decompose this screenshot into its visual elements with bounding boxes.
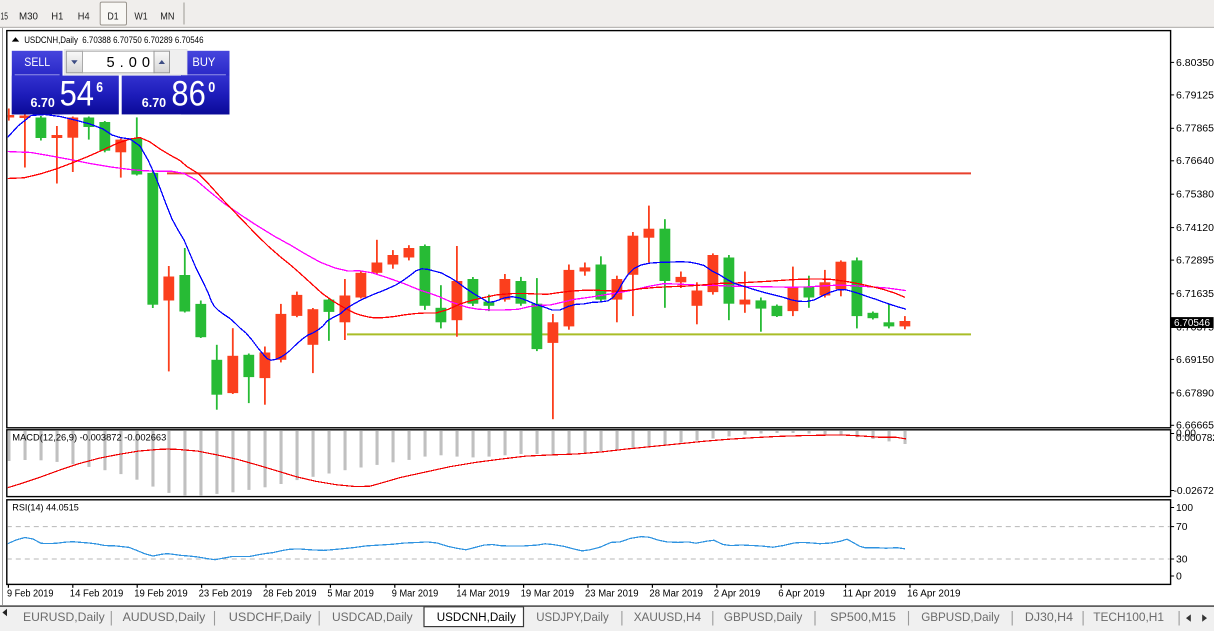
svg-text:23 Mar 2019: 23 Mar 2019 (585, 588, 639, 599)
svg-text:GBPUSD,Daily: GBPUSD,Daily (921, 610, 1000, 624)
svg-text:6.79125: 6.79125 (1176, 90, 1214, 101)
svg-text:0.00: 0.00 (1176, 429, 1197, 440)
svg-text:H1: H1 (51, 11, 63, 23)
svg-text:6.75380: 6.75380 (1176, 190, 1214, 201)
svg-text:USDCHF,Daily: USDCHF,Daily (229, 610, 313, 624)
svg-text:6.71635: 6.71635 (1176, 289, 1214, 300)
svg-text:23 Feb 2019: 23 Feb 2019 (199, 588, 253, 599)
svg-text:MACD(12,26,9) -0.003872 -0.002: MACD(12,26,9) -0.003872 -0.002663 (12, 432, 166, 443)
svg-text:86: 86 (171, 73, 205, 113)
svg-text:6.70: 6.70 (31, 95, 55, 110)
svg-text:6.76640: 6.76640 (1176, 156, 1214, 167)
svg-text:0: 0 (1176, 571, 1182, 582)
svg-text:SP500,M15: SP500,M15 (830, 610, 896, 624)
svg-text:15: 15 (1, 11, 8, 23)
svg-text:D1: D1 (108, 11, 119, 23)
svg-text:9 Mar 2019: 9 Mar 2019 (392, 588, 439, 599)
svg-text:EURUSD,Daily: EURUSD,Daily (23, 610, 106, 624)
svg-text:6.70: 6.70 (142, 95, 166, 110)
svg-text:USDCAD,Daily: USDCAD,Daily (332, 610, 414, 624)
svg-text:MN: MN (160, 11, 174, 23)
svg-text:W1: W1 (134, 11, 147, 23)
svg-text:USDJPY,Daily: USDJPY,Daily (536, 610, 609, 624)
svg-text:TECH100,H1: TECH100,H1 (1093, 610, 1164, 624)
svg-text:6 Apr 2019: 6 Apr 2019 (778, 588, 825, 599)
svg-text:0.000782: 0.000782 (1176, 433, 1214, 444)
svg-text:XAUUSD,H4: XAUUSD,H4 (634, 610, 701, 624)
svg-text:6.72895: 6.72895 (1176, 256, 1214, 267)
svg-text:9 Feb 2019: 9 Feb 2019 (7, 588, 54, 599)
svg-text:6.67890: 6.67890 (1176, 388, 1214, 399)
svg-text:RSI(14) 44.0515: RSI(14) 44.0515 (12, 502, 79, 513)
svg-text:19 Feb 2019: 19 Feb 2019 (134, 588, 188, 599)
svg-text:11 Apr 2019: 11 Apr 2019 (843, 588, 897, 599)
svg-text:6.66665: 6.66665 (1176, 421, 1214, 432)
svg-text:2 Apr 2019: 2 Apr 2019 (714, 588, 761, 599)
svg-text:28 Feb 2019: 28 Feb 2019 (263, 588, 317, 599)
svg-text:14 Feb 2019: 14 Feb 2019 (70, 588, 124, 599)
svg-text:100: 100 (1176, 503, 1194, 514)
svg-text:H4: H4 (78, 11, 90, 23)
svg-text:DJ30,H4: DJ30,H4 (1025, 610, 1073, 624)
svg-text:16 Apr 2019: 16 Apr 2019 (907, 588, 961, 599)
svg-text:6: 6 (96, 80, 103, 96)
svg-text:30: 30 (1176, 554, 1188, 565)
svg-text:5.00: 5.00 (107, 55, 151, 71)
svg-text:6.77865: 6.77865 (1176, 124, 1214, 135)
svg-text:USDCNH,Daily 6.70388 6.70750: USDCNH,Daily 6.70388 6.70750 6.70289 6.7… (24, 35, 203, 45)
svg-text:6.70546: 6.70546 (1174, 318, 1211, 329)
svg-text:GBPUSD,Daily: GBPUSD,Daily (724, 610, 803, 624)
svg-text:SELL: SELL (24, 55, 50, 69)
svg-text:0: 0 (208, 80, 215, 96)
svg-text:70: 70 (1176, 522, 1188, 533)
svg-text:19 Mar 2019: 19 Mar 2019 (521, 588, 575, 599)
svg-text:6.69150: 6.69150 (1176, 355, 1214, 366)
svg-text:M30: M30 (19, 11, 38, 23)
svg-text:AUDUSD,Daily: AUDUSD,Daily (123, 610, 207, 624)
svg-text:BUY: BUY (192, 55, 215, 69)
svg-text:5 Mar 2019: 5 Mar 2019 (327, 588, 374, 599)
svg-text:6.80350: 6.80350 (1176, 58, 1214, 69)
svg-text:14 Mar 2019: 14 Mar 2019 (456, 588, 510, 599)
svg-text:28 Mar 2019: 28 Mar 2019 (649, 588, 703, 599)
svg-text:USDCNH,Daily: USDCNH,Daily (437, 610, 517, 624)
svg-text:54: 54 (60, 73, 94, 113)
svg-text:6.74120: 6.74120 (1176, 223, 1214, 234)
